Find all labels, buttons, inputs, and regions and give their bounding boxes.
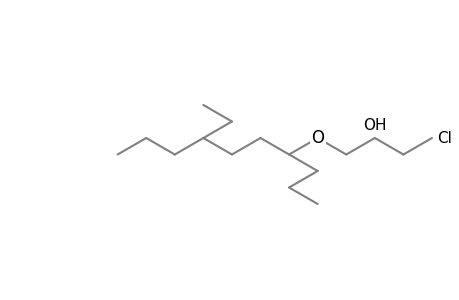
Text: Cl: Cl [436, 130, 451, 146]
Text: O: O [310, 129, 324, 147]
Text: OH: OH [362, 118, 386, 133]
